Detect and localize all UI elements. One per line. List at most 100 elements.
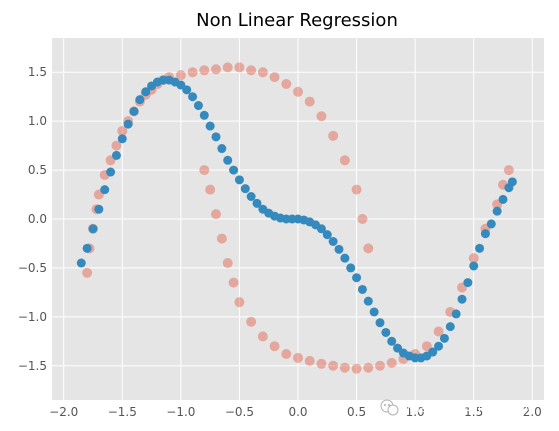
wechat-icon: [380, 399, 399, 416]
data-point: [82, 267, 93, 278]
prediction-point: [111, 150, 121, 160]
data-point: [199, 165, 210, 176]
watermark: 微信号: deephub-imba: [380, 399, 535, 416]
prediction-point: [486, 219, 496, 229]
prediction-point: [182, 85, 192, 95]
prediction-point: [322, 230, 332, 240]
prediction-point: [246, 191, 256, 201]
prediction-point: [334, 244, 344, 254]
prediction-point: [463, 278, 473, 288]
prediction-point: [117, 134, 127, 144]
data-point: [503, 165, 514, 176]
prediction-point: [434, 341, 444, 351]
data-point: [433, 326, 444, 337]
data-point: [304, 355, 315, 366]
data-point: [328, 130, 339, 141]
data-point: [234, 62, 245, 73]
data-point: [211, 64, 221, 75]
prediction-point: [445, 322, 455, 332]
prediction-point: [193, 101, 203, 111]
prediction-point: [340, 253, 350, 263]
prediction-point: [457, 294, 467, 304]
data-point: [363, 243, 374, 254]
data-point: [316, 358, 327, 369]
data-point: [375, 360, 385, 371]
x-tick-label: 0.0: [288, 405, 307, 419]
prediction-point: [480, 229, 490, 239]
data-point: [269, 72, 280, 83]
data-point: [228, 277, 239, 288]
data-points: [76, 62, 517, 374]
data-point: [257, 67, 268, 78]
prediction-point: [211, 132, 221, 142]
prediction-point: [229, 165, 239, 175]
data-point: [257, 331, 268, 342]
prediction-point: [507, 177, 517, 187]
prediction-point: [240, 184, 250, 194]
grid: [52, 38, 544, 400]
prediction-point: [94, 204, 104, 214]
data-point: [293, 86, 303, 97]
x-tick-label: −0.5: [225, 405, 254, 419]
prediction-point: [217, 144, 227, 154]
data-point: [339, 155, 350, 166]
prediction-point: [223, 155, 233, 165]
data-point: [205, 184, 216, 195]
prediction-point: [205, 121, 215, 131]
y-tick-label: 0.0: [28, 212, 47, 226]
prediction-point: [387, 336, 397, 346]
series-regression-prediction: [76, 75, 517, 363]
prediction-point: [357, 284, 367, 294]
data-point: [269, 341, 280, 352]
x-tick-label: −1.5: [108, 405, 137, 419]
prediction-point: [82, 243, 92, 253]
prediction-point: [492, 206, 502, 216]
data-point: [281, 78, 292, 89]
prediction-point: [316, 224, 326, 234]
data-point: [339, 362, 350, 373]
x-tick-label: 1.0: [406, 405, 425, 419]
data-point: [117, 125, 128, 136]
y-tick-label: −1.0: [18, 310, 47, 324]
data-point: [281, 349, 292, 360]
y-tick-label: 0.5: [28, 163, 47, 177]
prediction-point: [369, 307, 379, 317]
data-point: [211, 209, 221, 220]
chart-title: Non Linear Regression: [196, 10, 398, 31]
prediction-point: [106, 167, 116, 177]
data-point: [199, 65, 210, 76]
data-point: [175, 70, 186, 81]
prediction-point: [188, 92, 198, 102]
prediction-point: [234, 175, 244, 185]
prediction-point: [451, 309, 461, 319]
prediction-point: [76, 258, 86, 268]
x-axis-ticks: −2.0 −1.5 −1.0 −0.5 0.0 0.5 1.0 1.5 2.0: [49, 405, 542, 419]
data-point: [304, 96, 315, 107]
data-point: [216, 233, 227, 244]
data-point: [222, 258, 233, 269]
prediction-point: [498, 194, 508, 204]
x-tick-label: 1.5: [464, 405, 483, 419]
prediction-point: [352, 273, 362, 283]
prediction-point: [469, 261, 479, 271]
x-tick-label: 0.5: [347, 405, 366, 419]
prediction-point: [439, 333, 449, 343]
data-point: [316, 111, 327, 122]
prediction-point: [135, 95, 145, 105]
x-tick-label: −2.0: [49, 405, 78, 419]
data-point: [246, 316, 257, 327]
prediction-point: [475, 243, 485, 253]
y-tick-label: −1.5: [18, 359, 47, 373]
data-point: [351, 184, 362, 195]
prediction-point: [252, 198, 262, 208]
data-point: [187, 67, 198, 78]
prediction-point: [129, 106, 139, 116]
watermark-text: 微信号: deephub-imba: [404, 400, 535, 414]
data-point: [234, 297, 245, 308]
prediction-point: [88, 224, 98, 234]
data-point: [421, 341, 432, 352]
data-point: [363, 362, 374, 373]
y-tick-label: −0.5: [18, 261, 47, 275]
prediction-point: [381, 327, 391, 337]
